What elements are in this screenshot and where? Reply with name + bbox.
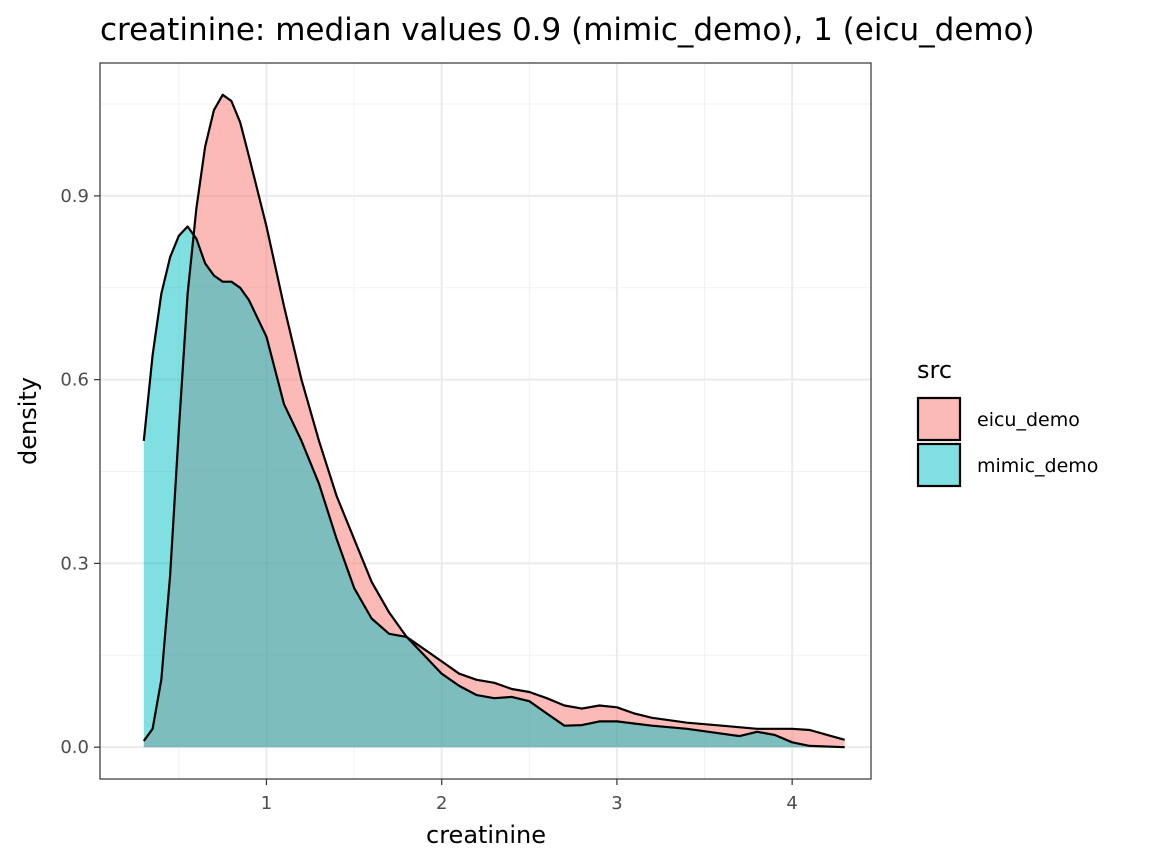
y-tick-label: 0.9 [60, 186, 89, 207]
x-tick-label: 3 [611, 793, 622, 814]
legend-label-mimic_demo: mimic_demo [977, 455, 1098, 477]
y-tick-label: 0.0 [60, 737, 89, 758]
legend: src eicu_demo mimic_demo [916, 356, 1098, 488]
legend-label-eicu_demo: eicu_demo [977, 409, 1080, 431]
x-axis: 1 2 3 4 [261, 779, 798, 814]
density-line-mimic_demo [142, 225, 845, 749]
x-tick-label: 1 [261, 793, 272, 814]
y-tick-label: 0.6 [60, 370, 89, 391]
legend-key-eicu_demo [916, 396, 962, 442]
x-axis-title: creatinine [426, 821, 546, 849]
density-area-mimic_demo [143, 226, 845, 748]
legend-key-mimic_demo [916, 442, 962, 488]
y-tick-label: 0.3 [60, 553, 89, 574]
legend-title: src [917, 356, 952, 384]
y-axis: 0.0 0.3 0.6 0.9 [60, 186, 100, 758]
density-outlines [142, 93, 845, 749]
x-tick-label: 2 [436, 793, 447, 814]
chart-title: creatinine: median values 0.9 (mimic_dem… [100, 12, 1035, 48]
density-areas [143, 94, 845, 748]
plot-panel-border [99, 62, 872, 780]
x-tick-label: 4 [786, 793, 797, 814]
y-axis-title: density [14, 377, 42, 465]
